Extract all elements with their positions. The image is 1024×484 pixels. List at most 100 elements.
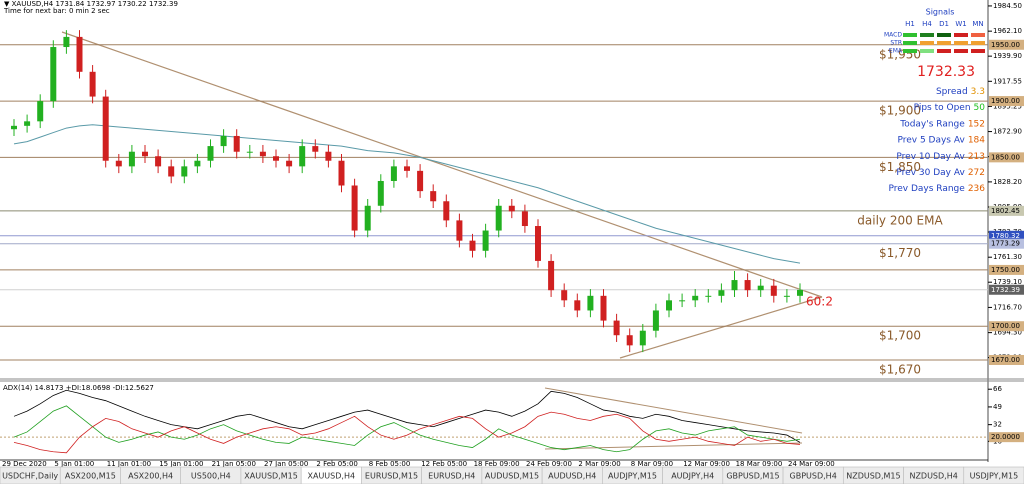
- trend-line: [619, 296, 823, 359]
- candle-body: [639, 330, 646, 346]
- x-tick-label: 27 Jan 05:00: [264, 460, 308, 468]
- candle-body: [548, 260, 555, 291]
- signal-light: [903, 41, 917, 45]
- tab-label[interactable]: NZDUSD,H4: [909, 472, 957, 481]
- level-tag-label: 1900.00: [991, 97, 1020, 105]
- info-line: Pips to Open 50: [914, 103, 986, 113]
- signal-light: [937, 41, 951, 45]
- bar-timer: Time for next bar: 0 min 2 sec: [3, 7, 110, 15]
- tab-label[interactable]: ASX200,H4: [128, 472, 173, 481]
- candle-body: [404, 166, 410, 171]
- x-tick-label: 8 Mar 09:00: [631, 460, 673, 468]
- candle-body: [574, 300, 581, 311]
- indicator-line: [13, 405, 801, 453]
- level-tag-label: 1670.00: [991, 356, 1020, 364]
- tab-label[interactable]: XAUUSD,H4: [308, 472, 356, 481]
- tab-label[interactable]: GBPUSD,M15: [726, 472, 779, 481]
- level-tag: [989, 152, 1024, 163]
- candle-body: [508, 205, 515, 212]
- info-value: 272: [968, 168, 985, 178]
- candle-body: [535, 226, 541, 261]
- level-tag-label: 1750.00: [991, 266, 1020, 274]
- tab-label[interactable]: AUDUSD,M15: [485, 472, 539, 481]
- symbol-line: ▼ XAUUSD,H4 1731.84 1732.97 1730.22 1732…: [4, 0, 178, 8]
- level-tag: [989, 230, 1024, 241]
- level-note: $1,770: [879, 246, 921, 260]
- x-tick-label: 5 Jan 01:00: [54, 460, 94, 468]
- candle-body: [194, 160, 201, 167]
- signal-column: D1: [939, 20, 949, 28]
- y-tick-label: 66: [993, 385, 1002, 393]
- info-value: 50: [974, 103, 986, 113]
- candle-body: [705, 295, 712, 297]
- tab-label[interactable]: EURUSD,H4: [428, 472, 475, 481]
- candle-body: [692, 295, 699, 301]
- signal-light: [903, 49, 917, 53]
- signal-column: H1: [905, 20, 915, 28]
- y-tick-label: 1895.25: [993, 102, 1022, 110]
- info-value: 184: [968, 135, 985, 145]
- signal-row: EMA: [889, 48, 903, 55]
- candle-body: [364, 205, 371, 231]
- candle-body: [456, 220, 463, 241]
- level-tag-label: 1700.00: [991, 322, 1020, 330]
- candle-body: [351, 185, 358, 231]
- tab-label[interactable]: NZDUSD,M15: [846, 472, 900, 481]
- candle-body: [115, 160, 122, 167]
- tab-label[interactable]: ASX200,M15: [65, 472, 116, 481]
- x-tick-label: 24 Mar 09:00: [788, 460, 835, 468]
- tab-label[interactable]: US500,H4: [191, 472, 231, 481]
- tab-label[interactable]: EURUSD,M15: [365, 472, 418, 481]
- indicator-line: [13, 389, 801, 443]
- tab-label[interactable]: AUDJPY,H4: [671, 472, 714, 481]
- level-tag-label: 1802.45: [991, 207, 1020, 215]
- indicator-title: ADX(14) 14.8173 +DI:18.0698 -DI:12.5627: [3, 384, 154, 392]
- level-tag: [989, 96, 1024, 107]
- level-tag: [989, 321, 1024, 332]
- candle-body: [89, 71, 96, 97]
- x-tick-label: 12 Mar 09:00: [683, 460, 730, 468]
- tab-label[interactable]: GBPUSD,H4: [790, 472, 837, 481]
- candle-body: [679, 300, 686, 302]
- candle-body: [652, 310, 659, 331]
- candle-body: [207, 146, 214, 161]
- info-line: Prev 10 Day Av 213: [896, 151, 985, 161]
- current-price: 1732.33: [917, 64, 975, 80]
- candle-body: [220, 135, 227, 147]
- candle-body: [495, 205, 502, 231]
- candle-body: [417, 170, 424, 192]
- candle-body: [24, 121, 31, 126]
- tab[interactable]: [963, 466, 1024, 484]
- x-tick-label: 18 Feb 09:00: [474, 460, 520, 468]
- level-note: $1,850: [879, 160, 921, 174]
- candle-body: [273, 156, 279, 161]
- level-tag: [989, 354, 1024, 365]
- y-tick-label: 1761.30: [993, 253, 1022, 261]
- candle-body: [613, 320, 620, 336]
- candle-body: [102, 96, 109, 161]
- level-tag: [989, 205, 1024, 216]
- candle-body: [246, 151, 253, 153]
- y-tick-label: 1739.10: [993, 278, 1022, 286]
- candle-body: [181, 166, 188, 177]
- tab-label[interactable]: AUDUSD,H4: [548, 472, 596, 481]
- tab-label[interactable]: AUDJPY,M15: [608, 472, 657, 481]
- adx-trend-line: [544, 387, 803, 434]
- y-tick-label: 1962.10: [993, 27, 1022, 35]
- x-tick-label: 11 Jan 01:00: [107, 460, 151, 468]
- candle-body: [443, 201, 450, 221]
- candle-body: [11, 125, 17, 130]
- signal-column: H4: [922, 20, 932, 28]
- pattern-note: 60:2: [806, 295, 833, 309]
- candle-body: [797, 289, 803, 296]
- tab-label[interactable]: USDCHF,Daily: [2, 472, 58, 481]
- candle-body: [76, 36, 83, 72]
- candle-body: [744, 280, 751, 291]
- candle-body: [430, 191, 437, 202]
- tab-label[interactable]: XAUUSD,M15: [244, 472, 298, 481]
- candle-body: [600, 295, 607, 321]
- candle-body: [731, 280, 738, 291]
- tab-label[interactable]: USDJPY,M15: [970, 472, 1019, 481]
- y-tick-label: 1984.50: [993, 2, 1022, 10]
